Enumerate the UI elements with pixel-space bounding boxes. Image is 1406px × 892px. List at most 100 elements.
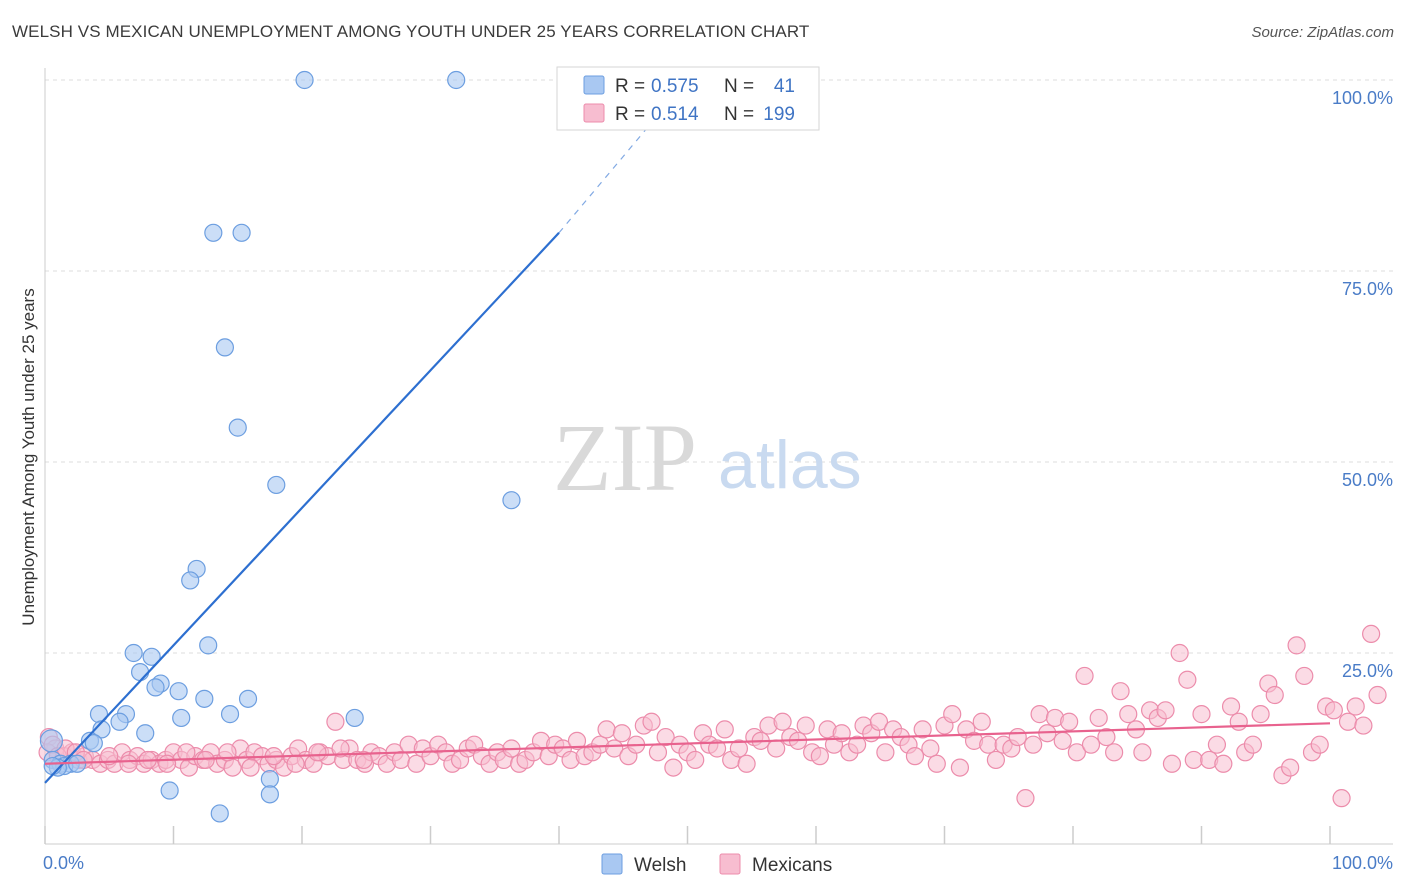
mexicans-point xyxy=(286,754,305,773)
welsh-point xyxy=(260,785,279,804)
mexicans-point xyxy=(656,727,675,747)
welsh-point xyxy=(110,712,129,731)
mexicans-point xyxy=(1368,685,1387,705)
y-axis-tick-labels: 25.0% 50.0% 75.0% 100.0% xyxy=(1332,88,1393,681)
bottom-legend-label-welsh: Welsh xyxy=(634,855,686,876)
legend-mexicans-n-label: N = xyxy=(724,104,754,125)
grid-layer xyxy=(44,68,1393,845)
mexicans-point xyxy=(1295,666,1314,686)
y-tick-label: 25.0% xyxy=(1342,661,1393,681)
mexicans-point xyxy=(407,754,426,773)
mexicans-point xyxy=(331,739,350,758)
mexicans-point xyxy=(1133,743,1152,762)
mexicans-point xyxy=(773,712,792,731)
watermark-atlas: atlas xyxy=(718,427,862,503)
x-tick-label-min: 0.0% xyxy=(43,853,84,873)
mexicans-point xyxy=(1338,712,1358,731)
welsh-point xyxy=(142,647,161,666)
welsh-point xyxy=(136,724,155,743)
legend-mexicans-r-label: R = xyxy=(615,104,645,125)
mexicans-point xyxy=(157,754,177,773)
mexicans-point xyxy=(810,747,829,766)
mexicans-point xyxy=(567,731,587,750)
welsh-point xyxy=(84,734,103,753)
mexicans-point xyxy=(972,712,991,731)
mexicans-point xyxy=(648,743,668,762)
watermark-zip: ZIP xyxy=(553,404,697,511)
mexicans-point xyxy=(119,754,138,773)
welsh-points xyxy=(39,70,521,823)
welsh-point xyxy=(204,223,223,242)
mexicans-point xyxy=(715,720,734,739)
y-tick-label: 100.0% xyxy=(1332,88,1393,108)
mexicans-point xyxy=(642,712,661,731)
mexicans-point xyxy=(737,754,756,773)
mexicans-point xyxy=(1111,682,1130,701)
y-tick-label: 50.0% xyxy=(1342,470,1393,490)
mexicans-point xyxy=(869,712,889,731)
mexicans-point xyxy=(1030,705,1049,724)
mexicans-point xyxy=(876,743,895,762)
mexicans-point xyxy=(1053,731,1072,750)
mexicans-point xyxy=(1089,708,1108,728)
bottom-legend: Welsh Mexicans xyxy=(601,853,832,876)
mexicans-point xyxy=(308,743,327,762)
y-axis-label: Unemployment Among Youth under 25 years xyxy=(19,288,38,625)
mexicans-point xyxy=(1192,705,1211,724)
mexicans-point xyxy=(1105,743,1124,762)
mexicans-point xyxy=(1214,754,1233,773)
watermark: ZIP atlas xyxy=(553,404,862,511)
mexicans-point xyxy=(1332,789,1351,808)
bottom-legend-label-mexicans: Mexicans xyxy=(752,855,832,876)
mexicans-point xyxy=(979,735,998,754)
welsh-point xyxy=(220,705,240,724)
mexicans-point xyxy=(927,754,946,773)
welsh-point xyxy=(267,475,286,495)
legend-welsh-n-label: N = xyxy=(724,76,754,97)
mexicans-point xyxy=(1119,705,1138,724)
mexicans-point xyxy=(1156,701,1175,720)
mexicans-point xyxy=(177,743,196,762)
welsh-point xyxy=(130,662,150,682)
mexicans-point xyxy=(1170,643,1189,663)
mexicans-point xyxy=(354,750,373,770)
mexicans-point xyxy=(1324,701,1343,720)
mexicans-point xyxy=(1067,743,1086,762)
mexicans-point xyxy=(597,720,616,739)
mexicans-point xyxy=(1097,727,1116,747)
mexicans-point xyxy=(1221,697,1241,716)
welsh-point xyxy=(169,682,188,701)
welsh-point xyxy=(172,708,191,728)
mexicans-point xyxy=(1243,735,1263,754)
mexicans-point xyxy=(605,739,624,758)
x-tick-label-max: 100.0% xyxy=(1332,853,1393,873)
welsh-point xyxy=(260,769,279,789)
trend-lines xyxy=(44,79,1331,784)
legend-mexicans-r-value: 0.514 xyxy=(651,104,699,125)
welsh-point xyxy=(502,491,521,510)
welsh-point xyxy=(215,338,234,357)
welsh-point xyxy=(181,571,200,590)
welsh-point xyxy=(238,689,258,708)
welsh-trend-line xyxy=(44,232,560,784)
legend-swatch-welsh xyxy=(583,75,605,95)
welsh-point xyxy=(124,643,143,663)
mexicans-point xyxy=(664,758,683,777)
welsh-point xyxy=(146,678,165,697)
mexicans-point xyxy=(921,739,940,758)
welsh-point xyxy=(199,636,218,655)
bottom-legend-swatch-mexicans xyxy=(719,853,741,875)
chart-title: WELSH VS MEXICAN UNEMPLOYMENT AMONG YOUT… xyxy=(12,22,810,41)
welsh-point xyxy=(345,708,364,728)
mexicans-point xyxy=(1178,670,1197,689)
welsh-point xyxy=(39,729,64,753)
mexicans-point xyxy=(686,750,705,770)
mexicans-point xyxy=(1075,666,1094,686)
mexicans-point xyxy=(1024,735,1043,754)
legend-mexicans-n-value: 199 xyxy=(763,104,795,125)
mexicans-point xyxy=(986,750,1006,770)
mexicans-point xyxy=(1207,735,1227,754)
mexicans-point xyxy=(1281,758,1300,777)
correlation-legend: R = 0.575 N = 41 R = 0.514 N = 199 xyxy=(556,66,820,131)
